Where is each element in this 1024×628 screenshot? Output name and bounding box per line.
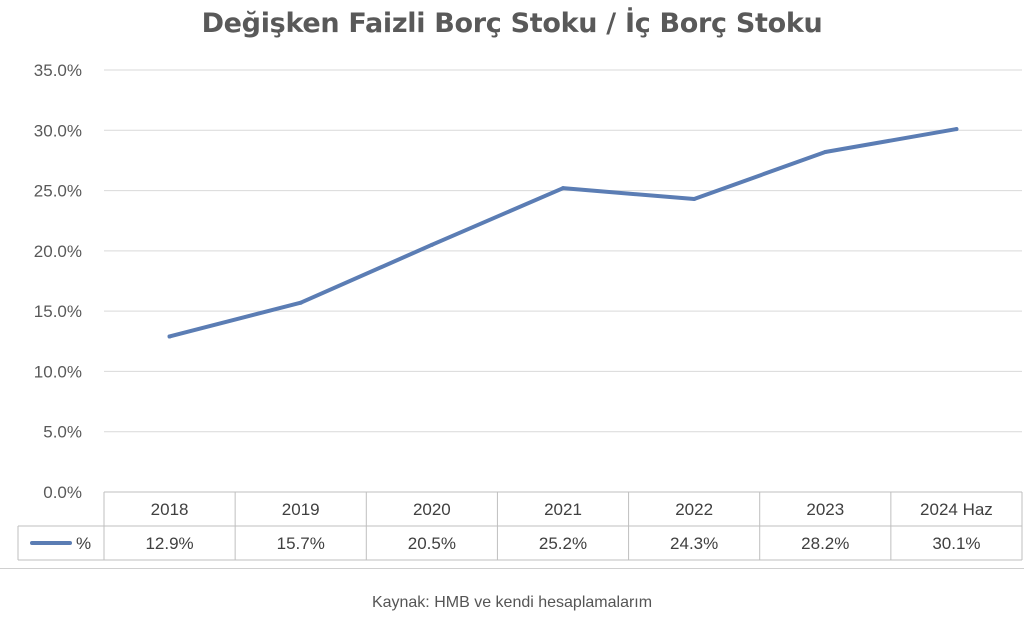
category-label: 2022 — [675, 500, 713, 519]
series-line — [167, 127, 959, 339]
data-value-label: 24.3% — [670, 534, 718, 553]
data-value-label: 12.9% — [145, 534, 193, 553]
data-table: 2018 2019 2020 2021 2022 2023 2024 Haz 12.9% 15.… — [17, 491, 1023, 561]
gridlines — [104, 69, 1022, 433]
legend-label: % — [76, 534, 91, 553]
y-tick-label: 25.0% — [34, 182, 82, 201]
data-point — [954, 127, 959, 132]
chart-title: Değişken Faizli Borç Stoku / İç Borç Sto… — [201, 8, 823, 39]
y-tick-label: 35.0% — [34, 61, 82, 80]
y-tick-label: 15.0% — [34, 302, 82, 321]
divider — [0, 568, 1024, 569]
y-tick-label: 20.0% — [34, 242, 82, 261]
data-point — [167, 334, 172, 339]
y-tick-label: 30.0% — [34, 121, 82, 140]
source-caption: Kaynak: HMB ve kendi hesaplamalarım — [371, 594, 653, 611]
y-axis-ticks: 0.0% 5.0% 10.0% 15.0% 20.0% 25.0% 30.0% 35.0% — [34, 61, 82, 502]
data-point — [429, 242, 434, 247]
data-value-label: 30.1% — [932, 534, 980, 553]
category-label: 2023 — [806, 500, 844, 519]
category-label: 2021 — [544, 500, 582, 519]
data-point — [692, 197, 697, 202]
data-value-label: 20.5% — [408, 534, 456, 553]
y-tick-label: 10.0% — [34, 362, 82, 381]
y-tick-label: 0.0% — [43, 483, 82, 502]
data-value-label: 25.2% — [539, 534, 587, 553]
category-label: 2024 Haz — [920, 500, 993, 519]
series-line-layer — [167, 127, 959, 339]
data-value-label: 15.7% — [277, 534, 325, 553]
data-point — [823, 149, 828, 154]
category-label: 2019 — [282, 500, 320, 519]
data-point — [561, 186, 565, 191]
y-tick-label: 5.0% — [43, 423, 82, 442]
category-label: 2018 — [151, 500, 189, 519]
category-label: 2020 — [413, 500, 451, 519]
data-point — [298, 300, 303, 305]
data-value-label: 28.2% — [801, 534, 849, 553]
line-chart: 0.0% 5.0% 10.0% 15.0% 20.0% 25.0% 30.0% 35.0% 2… — [17, 61, 1023, 561]
